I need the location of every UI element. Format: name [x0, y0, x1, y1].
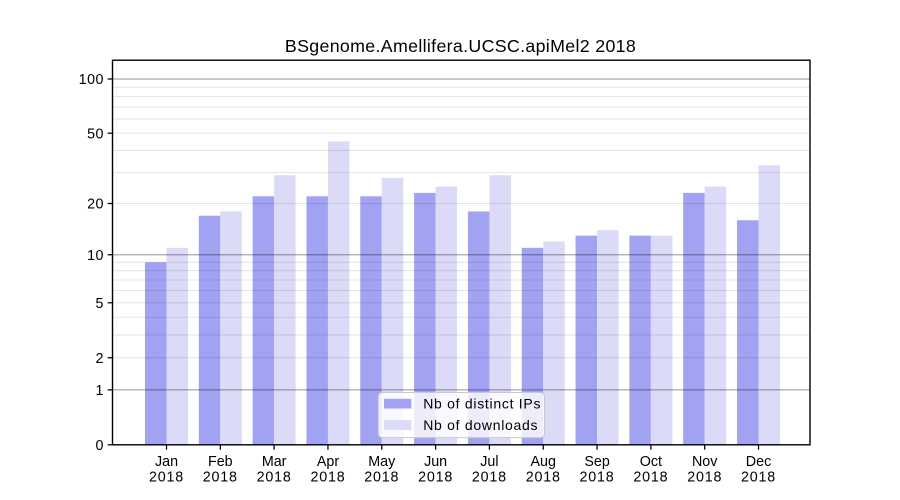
svg-text:50: 50: [87, 126, 104, 142]
svg-text:Nb of downloads: Nb of downloads: [423, 417, 538, 433]
svg-text:2018: 2018: [310, 469, 345, 485]
svg-text:Apr: Apr: [317, 454, 339, 470]
svg-text:2018: 2018: [418, 469, 453, 485]
svg-text:Jun: Jun: [424, 454, 447, 470]
svg-text:Jan: Jan: [155, 454, 178, 470]
svg-text:Nb of distinct IPs: Nb of distinct IPs: [423, 396, 541, 412]
svg-text:2: 2: [95, 351, 103, 367]
svg-text:5: 5: [95, 296, 103, 312]
svg-text:2018: 2018: [633, 469, 668, 485]
svg-text:BSgenome.Amellifera.UCSC.apiMe: BSgenome.Amellifera.UCSC.apiMel2 2018: [285, 36, 636, 56]
svg-text:Jul: Jul: [480, 454, 498, 470]
svg-text:2018: 2018: [580, 469, 615, 485]
svg-text:Nov: Nov: [692, 454, 718, 470]
svg-text:2018: 2018: [364, 469, 399, 485]
svg-text:Sep: Sep: [584, 454, 609, 470]
svg-text:100: 100: [79, 72, 104, 88]
svg-text:10: 10: [87, 248, 104, 264]
svg-text:Feb: Feb: [208, 454, 233, 470]
svg-text:Oct: Oct: [640, 454, 662, 470]
svg-text:20: 20: [87, 197, 104, 213]
svg-text:0: 0: [95, 438, 103, 454]
svg-text:Mar: Mar: [262, 454, 287, 470]
svg-text:2018: 2018: [149, 469, 184, 485]
svg-text:2018: 2018: [687, 469, 722, 485]
svg-text:2018: 2018: [741, 469, 776, 485]
svg-text:2018: 2018: [526, 469, 561, 485]
svg-text:2018: 2018: [472, 469, 507, 485]
svg-text:Dec: Dec: [746, 454, 771, 470]
svg-text:2018: 2018: [203, 469, 238, 485]
svg-text:2018: 2018: [257, 469, 292, 485]
svg-text:Aug: Aug: [531, 454, 556, 470]
svg-text:1: 1: [95, 383, 103, 399]
svg-text:May: May: [368, 454, 396, 470]
